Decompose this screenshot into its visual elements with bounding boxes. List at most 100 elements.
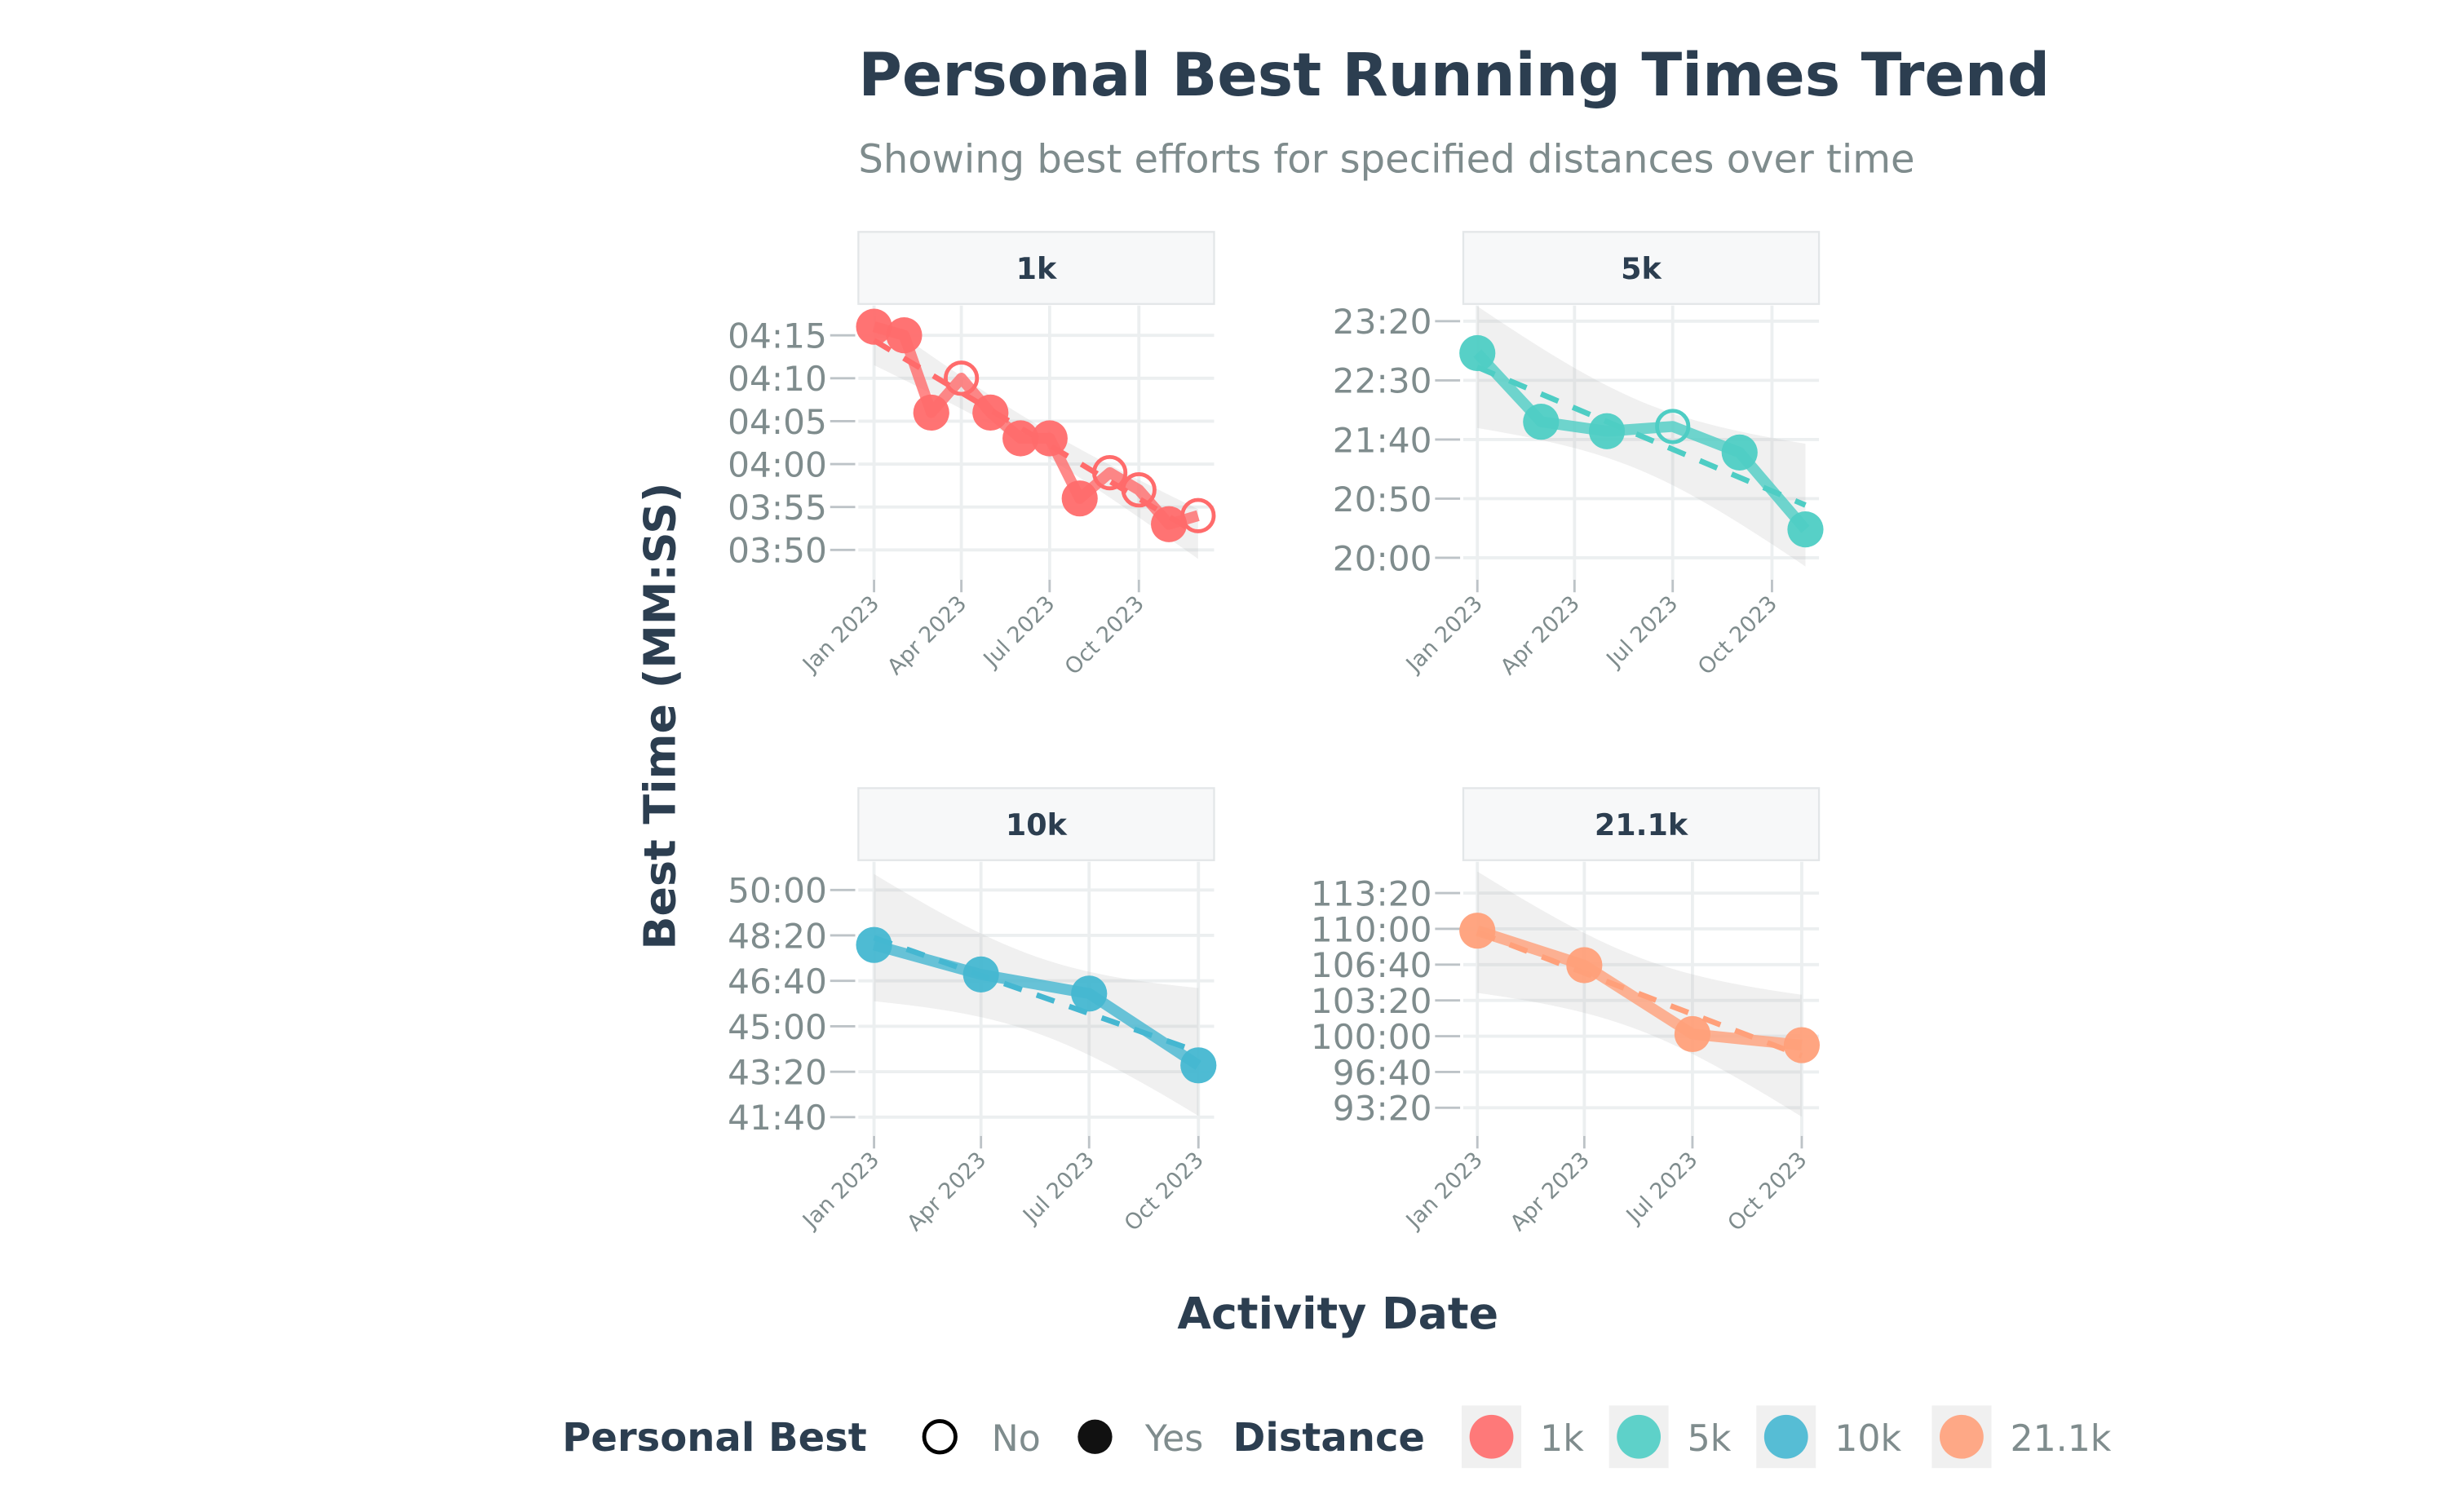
y-tick-label: 04:00 (728, 444, 827, 484)
legend-key-1k-icon (1469, 1414, 1514, 1459)
data-point-pb (972, 394, 1009, 431)
x-tick-label: Oct 2023 (1693, 591, 1782, 680)
y-tick-label: 04:15 (728, 316, 827, 356)
legend-label-21.1k: 21.1k (2010, 1418, 2111, 1460)
data-point-non-pb (1091, 454, 1128, 491)
legend-open-circle-icon (922, 1419, 958, 1455)
trend-line-10k (873, 935, 1200, 1055)
x-tick-label: Jul 2023 (978, 591, 1060, 674)
data-point-pb (1787, 511, 1824, 548)
panel-21.1k: 21.1k 93:2096:40100:00103:20106:40110:001… (1311, 787, 1821, 1236)
data-point-pb (1721, 434, 1758, 471)
confidence-band (874, 873, 1199, 1116)
y-tick-label: 22:30 (1333, 361, 1432, 401)
data-point-pb (856, 308, 892, 345)
data-point-pb (1459, 334, 1496, 372)
data-point-pb (856, 926, 892, 963)
x-axis-title: Activity Date (1177, 1288, 1498, 1339)
data-point-non-pb (1655, 409, 1691, 444)
series-line-10k (872, 939, 1201, 1070)
y-tick-label: 41:40 (728, 1098, 827, 1138)
x-tick-label: Apr 2023 (902, 1147, 991, 1236)
legend-label-1k: 1k (1540, 1418, 1584, 1460)
data-point-pb (1783, 1027, 1821, 1063)
data-point-non-pb (1121, 472, 1157, 508)
chart-subtitle: Showing best efforts for specified dista… (858, 136, 1914, 182)
y-tick-label: 113:20 (1311, 873, 1432, 913)
y-tick-label: 20:00 (1333, 538, 1432, 578)
x-tick-label: Oct 2023 (1723, 1147, 1812, 1236)
x-tick-label: Apr 2023 (1506, 1147, 1595, 1236)
data-point-pb (1071, 975, 1108, 1012)
facet-strip (857, 787, 1215, 861)
x-tick-label: Jan 2023 (797, 591, 884, 679)
legend-label-yes: Yes (1144, 1418, 1203, 1460)
x-tick-label: Jan 2023 (1400, 1147, 1488, 1235)
y-tick-label: 106:40 (1311, 945, 1432, 985)
data-point-pb (1523, 404, 1560, 440)
trend-line-5k (1476, 365, 1807, 508)
y-tick-label: 96:40 (1333, 1053, 1432, 1093)
x-tick-label: Oct 2023 (1060, 591, 1149, 680)
data-point-pb (1002, 420, 1039, 457)
x-tick-label: Jul 2023 (1621, 1147, 1703, 1230)
panel-10k: 10k 41:40 43:20 45:00 46:40 48:20 50:00 Jan 202… (728, 787, 1217, 1236)
x-tick-label: Jul 2023 (1017, 1147, 1100, 1230)
data-point-pb (962, 956, 999, 993)
y-tick-label: 04:10 (728, 359, 827, 399)
y-tick-label: 103:20 (1311, 981, 1432, 1021)
x-tick-label: Jan 2023 (797, 1147, 884, 1235)
data-point-pb (913, 394, 949, 431)
legend-key-10k-icon (1763, 1414, 1808, 1459)
data-point-pb (1588, 413, 1626, 449)
y-tick-label: 100:00 (1311, 1017, 1432, 1057)
facet-strip (1462, 787, 1821, 861)
y-tick-label: 23:20 (1333, 302, 1432, 342)
y-tick-label: 45:00 (728, 1007, 827, 1047)
y-tick-label: 04:05 (728, 402, 827, 442)
series-line-21.1k (1476, 925, 1803, 1051)
y-tick-label: 46:40 (728, 962, 827, 1001)
facet-strip (857, 231, 1215, 305)
y-axis-title: Best Time (MM:SS) (635, 482, 686, 949)
facet-strip-label: 1k (1016, 251, 1057, 286)
legend: Personal Best No Yes Distance 1k 5k 10k 21.… (562, 1405, 2112, 1469)
x-tick-label: Jan 2023 (1400, 591, 1488, 679)
data-point-non-pb (943, 360, 980, 396)
y-tick-label: 50:00 (728, 871, 827, 911)
y-tick-label: 110:00 (1311, 909, 1432, 949)
y-tick-label: 03:50 (728, 531, 827, 571)
y-tick-label: 93:20 (1333, 1089, 1432, 1129)
data-point-pb (1061, 480, 1098, 517)
data-point-pb (1180, 1047, 1217, 1084)
x-tick-label: Apr 2023 (1496, 591, 1585, 680)
data-point-pb (886, 317, 923, 354)
y-tick-label: 03:55 (728, 488, 827, 528)
legend-key-21.1k-icon (1940, 1414, 1984, 1459)
data-point-pb (1674, 1015, 1711, 1053)
legend-label-10k: 10k (1834, 1418, 1901, 1460)
facet-strip-label: 5k (1621, 251, 1662, 286)
data-point-pb (1566, 947, 1603, 984)
x-tick-label: Oct 2023 (1120, 1147, 1209, 1236)
y-tick-label: 20:50 (1333, 480, 1432, 519)
legend-key-5k-icon (1617, 1414, 1662, 1459)
data-point-non-pb (1180, 497, 1216, 533)
trend-line-21.1k (1476, 929, 1803, 1059)
chart-title: Personal Best Running Times Trend (858, 41, 2050, 110)
data-point-pb (1459, 913, 1496, 949)
panel-5k: 5k 20:00 20:50 21:40 22:30 23:20 Jan 2023 Apr 2… (1333, 231, 1824, 680)
x-tick-label: Jul 2023 (1601, 591, 1684, 674)
data-point-pb (1151, 506, 1188, 542)
legend-title-distance: Distance (1233, 1415, 1425, 1461)
x-tick-label: Apr 2023 (883, 591, 971, 680)
legend-label-5k: 5k (1688, 1418, 1732, 1460)
facet-strip-label: 21.1k (1595, 807, 1688, 842)
data-point-pb (1031, 420, 1068, 457)
y-tick-label: 21:40 (1333, 420, 1432, 460)
legend-title-personal-best: Personal Best (562, 1415, 866, 1461)
